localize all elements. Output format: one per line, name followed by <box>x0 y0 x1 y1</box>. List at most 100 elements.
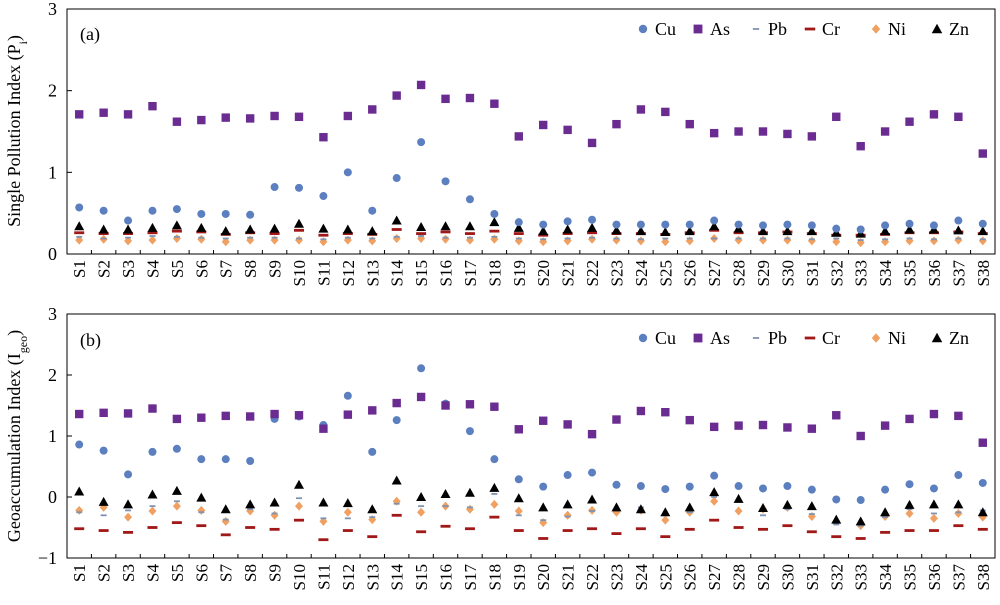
data-point-pb <box>125 236 132 239</box>
data-point-ni <box>759 235 767 245</box>
x-tick-label: S18 <box>485 564 504 590</box>
data-point-zn <box>294 218 304 228</box>
data-point-as <box>294 112 304 121</box>
data-point-zn <box>464 221 475 231</box>
x-tick-label: S27 <box>705 260 724 287</box>
x-tick-label: S6 <box>192 260 211 278</box>
data-point-ni <box>343 507 352 517</box>
data-point-as <box>709 422 719 432</box>
data-point-zn <box>562 224 573 234</box>
data-point-zn <box>367 226 378 236</box>
data-point-cr <box>513 529 524 532</box>
x-tick-label: S15 <box>412 260 431 286</box>
legend-label: Cu <box>655 19 676 39</box>
data-point-pb <box>296 497 302 500</box>
data-point-cu <box>612 480 621 489</box>
data-point-as <box>221 411 230 421</box>
data-point-zn <box>98 496 109 506</box>
x-tick-label: S7 <box>217 564 236 582</box>
data-point-pb <box>173 500 180 503</box>
data-point-pb <box>222 518 229 521</box>
data-point-cr <box>806 530 817 534</box>
x-tick-label: S36 <box>925 564 944 590</box>
data-point-ni <box>929 236 938 246</box>
data-point-cr <box>245 526 256 529</box>
data-point-as <box>856 431 865 441</box>
data-point-pb <box>930 512 937 515</box>
x-tick-label: S2 <box>95 564 114 582</box>
data-point-cr <box>904 529 915 532</box>
panel-label: (a) <box>80 24 100 45</box>
x-tick-label: S36 <box>925 260 944 286</box>
data-point-pb <box>662 237 669 240</box>
data-point-pb <box>955 237 962 240</box>
data-point-ni <box>905 508 914 518</box>
data-point-cr <box>709 518 720 522</box>
plot-frame <box>66 313 996 559</box>
data-point-ni <box>221 516 230 526</box>
legend-label: Cr <box>822 328 840 348</box>
data-point-ni <box>807 236 816 246</box>
data-point-pb <box>857 524 864 527</box>
x-tick-label: S13 <box>363 260 382 286</box>
data-point-as <box>514 132 523 141</box>
data-point-ni <box>954 235 963 245</box>
data-point-pb <box>442 505 449 508</box>
data-point-ni <box>734 235 743 245</box>
data-point-pb <box>808 513 815 515</box>
legend-marker-pb <box>752 28 760 30</box>
data-point-cr <box>98 232 109 235</box>
x-tick-label: S24 <box>632 564 651 591</box>
data-point-zn <box>806 501 817 511</box>
y-axis-label: Geoaccumulation Index (Igeo) <box>4 330 30 542</box>
data-point-cu <box>588 215 597 224</box>
data-point-cr <box>269 527 280 531</box>
data-point-pb <box>760 514 766 517</box>
x-tick-label: S34 <box>876 260 895 287</box>
data-point-ni <box>172 501 181 511</box>
data-point-ni <box>417 507 426 517</box>
data-point-as <box>319 424 328 433</box>
data-point-zn <box>562 499 573 509</box>
data-point-as <box>734 127 743 136</box>
data-point-pb <box>882 516 889 519</box>
data-point-zn <box>758 226 768 236</box>
data-point-as <box>807 132 817 141</box>
legend-label: Ni <box>888 328 906 348</box>
data-point-as <box>416 392 426 402</box>
data-point-cu <box>710 471 719 480</box>
data-point-as <box>954 112 963 121</box>
data-point-zn <box>342 498 353 508</box>
data-point-pb <box>418 505 425 508</box>
data-point-pb <box>466 506 473 509</box>
x-tick-label: S32 <box>827 260 846 286</box>
plot-frame <box>66 8 996 255</box>
data-point-as <box>954 411 963 421</box>
data-point-pb <box>76 235 83 238</box>
data-point-ni <box>612 235 621 245</box>
data-point-cr <box>660 535 671 539</box>
x-tick-label: S24 <box>632 260 651 287</box>
data-point-as <box>587 138 597 148</box>
data-point-zn <box>758 502 768 512</box>
data-point-cu <box>246 457 255 466</box>
data-point-cr <box>831 535 842 539</box>
data-point-as <box>929 110 939 119</box>
legend-label: Pb <box>768 328 787 348</box>
data-point-as <box>539 416 548 425</box>
data-point-cu <box>490 209 499 218</box>
data-point-zn <box>464 487 475 497</box>
data-point-zn <box>318 223 329 233</box>
data-point-pb <box>418 235 425 237</box>
legend-label: Cr <box>822 19 840 39</box>
x-tick-label: S1 <box>70 260 89 278</box>
data-point-as <box>758 420 768 430</box>
data-point-zn <box>880 507 891 517</box>
data-point-ni <box>490 499 499 509</box>
data-point-cr <box>855 537 866 540</box>
y-tick-label: 0 <box>48 244 57 264</box>
data-point-as <box>221 113 230 122</box>
data-point-cr <box>220 533 231 537</box>
data-point-cr <box>196 230 207 234</box>
